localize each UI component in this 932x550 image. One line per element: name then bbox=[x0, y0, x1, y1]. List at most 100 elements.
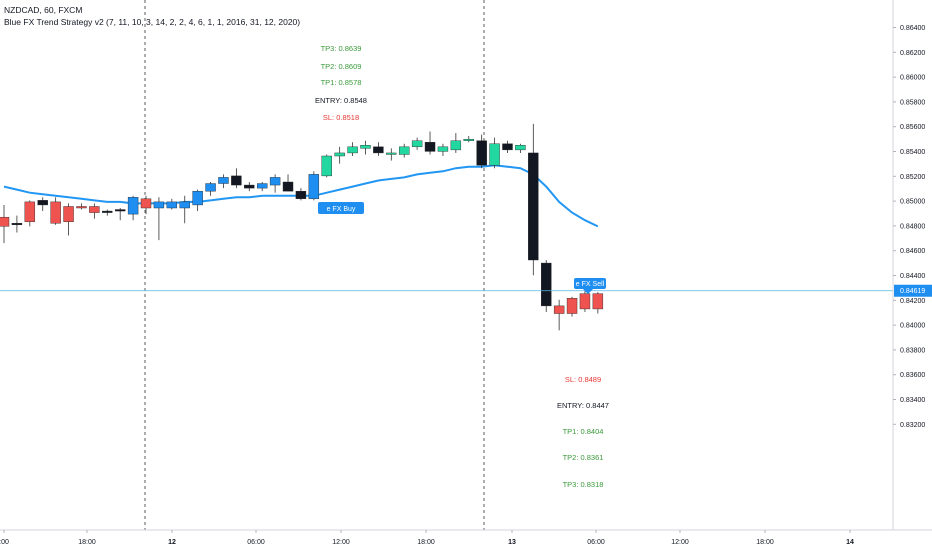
price-tick-label: 0.84200 bbox=[900, 298, 925, 305]
candle[interactable] bbox=[386, 148, 397, 161]
candle[interactable] bbox=[373, 142, 384, 156]
candle-body bbox=[295, 190, 307, 200]
candle[interactable] bbox=[553, 299, 565, 331]
candle-body bbox=[450, 140, 462, 151]
candle[interactable] bbox=[11, 215, 23, 233]
overlay: e FX Buy e FX Sell TP3: 0.8639 TP2: 0.8609 T… bbox=[0, 44, 893, 489]
candle-body bbox=[579, 293, 591, 310]
time-tick-label: 06:00 bbox=[587, 539, 605, 546]
candle-body bbox=[37, 200, 48, 206]
candle-body bbox=[0, 216, 10, 227]
candle[interactable] bbox=[218, 174, 229, 189]
candle[interactable] bbox=[437, 143, 449, 156]
candle[interactable] bbox=[282, 174, 294, 192]
candle[interactable] bbox=[321, 154, 332, 178]
candle-body bbox=[192, 190, 203, 206]
candle-body bbox=[373, 146, 384, 154]
candle[interactable] bbox=[541, 260, 552, 312]
candle-body bbox=[334, 152, 345, 157]
candle-body bbox=[89, 206, 100, 213]
candle[interactable] bbox=[269, 174, 281, 193]
candle-body bbox=[76, 206, 87, 209]
candle[interactable] bbox=[114, 208, 126, 221]
candle[interactable] bbox=[295, 188, 307, 201]
buy-signal-tag bbox=[318, 202, 364, 214]
candle[interactable] bbox=[399, 143, 410, 158]
candle[interactable] bbox=[515, 143, 526, 153]
candle[interactable] bbox=[489, 137, 500, 169]
candle-body bbox=[282, 181, 294, 192]
candle[interactable] bbox=[179, 195, 190, 224]
candle-body bbox=[114, 209, 126, 212]
candle-body bbox=[360, 145, 371, 149]
candle[interactable] bbox=[63, 203, 74, 236]
candle-body bbox=[553, 305, 565, 314]
candle[interactable] bbox=[450, 133, 462, 153]
candle[interactable] bbox=[334, 146, 345, 164]
candle[interactable] bbox=[192, 189, 203, 212]
candle[interactable] bbox=[592, 292, 604, 314]
candle-body bbox=[308, 174, 320, 200]
candle-body bbox=[153, 201, 165, 209]
symbol-label[interactable]: NZDCAD, 60, FXCM bbox=[4, 5, 83, 15]
candle[interactable] bbox=[528, 123, 539, 276]
candle[interactable] bbox=[89, 203, 100, 219]
candle-body bbox=[566, 298, 578, 314]
candle[interactable] bbox=[205, 182, 216, 196]
strategy-label[interactable]: Blue FX Trend Strategy v2 (7, 11, 10, 3,… bbox=[4, 17, 301, 27]
time-tick-label: 12:00 bbox=[332, 539, 350, 546]
candle[interactable] bbox=[257, 182, 268, 192]
candle[interactable] bbox=[140, 195, 152, 215]
current-price-label: 0.84619 bbox=[900, 288, 925, 295]
candle[interactable] bbox=[76, 203, 87, 210]
candle[interactable] bbox=[476, 134, 487, 169]
candle[interactable] bbox=[424, 131, 436, 155]
price-tick-label: 0.86000 bbox=[900, 75, 925, 82]
candle-body bbox=[489, 143, 500, 166]
candle[interactable] bbox=[411, 137, 423, 150]
candle-body bbox=[50, 201, 61, 224]
candle[interactable] bbox=[347, 142, 358, 156]
price-tick-label: 0.85600 bbox=[900, 124, 925, 131]
candle-body bbox=[11, 223, 23, 226]
candle[interactable] bbox=[50, 197, 61, 225]
candle[interactable] bbox=[244, 182, 255, 192]
price-tick-label: 0.84600 bbox=[900, 248, 925, 255]
candle-body bbox=[127, 197, 139, 215]
price-tick-label: 0.83800 bbox=[900, 347, 925, 354]
candle[interactable] bbox=[502, 140, 513, 153]
candle-body bbox=[386, 152, 397, 155]
buy-entry-label: ENTRY: 0.8548 bbox=[315, 96, 367, 105]
grid-lines bbox=[144, 0, 485, 530]
candle[interactable] bbox=[153, 197, 165, 241]
candle-body bbox=[179, 201, 190, 209]
current-price-badge bbox=[894, 284, 932, 297]
sell-tp2-label: TP2: 0.8361 bbox=[563, 453, 604, 462]
buy-tp1-label: TP1: 0.8578 bbox=[321, 78, 362, 87]
candle-body bbox=[347, 146, 358, 154]
candles[interactable] bbox=[0, 123, 604, 331]
candle[interactable] bbox=[308, 171, 320, 201]
candle[interactable] bbox=[102, 209, 113, 216]
candle[interactable] bbox=[360, 140, 371, 155]
time-tick-label: 12 bbox=[168, 539, 176, 546]
candle-body bbox=[528, 152, 539, 261]
candle-body bbox=[463, 138, 474, 141]
time-tick-label: 13 bbox=[508, 539, 516, 546]
candle[interactable] bbox=[166, 198, 178, 210]
candle[interactable] bbox=[566, 296, 578, 317]
candle[interactable] bbox=[37, 197, 48, 212]
sell-signal-label: e FX Sell bbox=[576, 281, 605, 288]
candle-body bbox=[24, 201, 36, 222]
time-tick-label: 18:00 bbox=[417, 539, 435, 546]
candle[interactable] bbox=[0, 204, 10, 244]
candle-body bbox=[476, 140, 487, 166]
candle[interactable] bbox=[463, 136, 474, 143]
candle-body bbox=[592, 293, 604, 310]
candle[interactable] bbox=[231, 168, 242, 189]
candle[interactable] bbox=[24, 200, 36, 227]
candle[interactable] bbox=[127, 195, 139, 221]
